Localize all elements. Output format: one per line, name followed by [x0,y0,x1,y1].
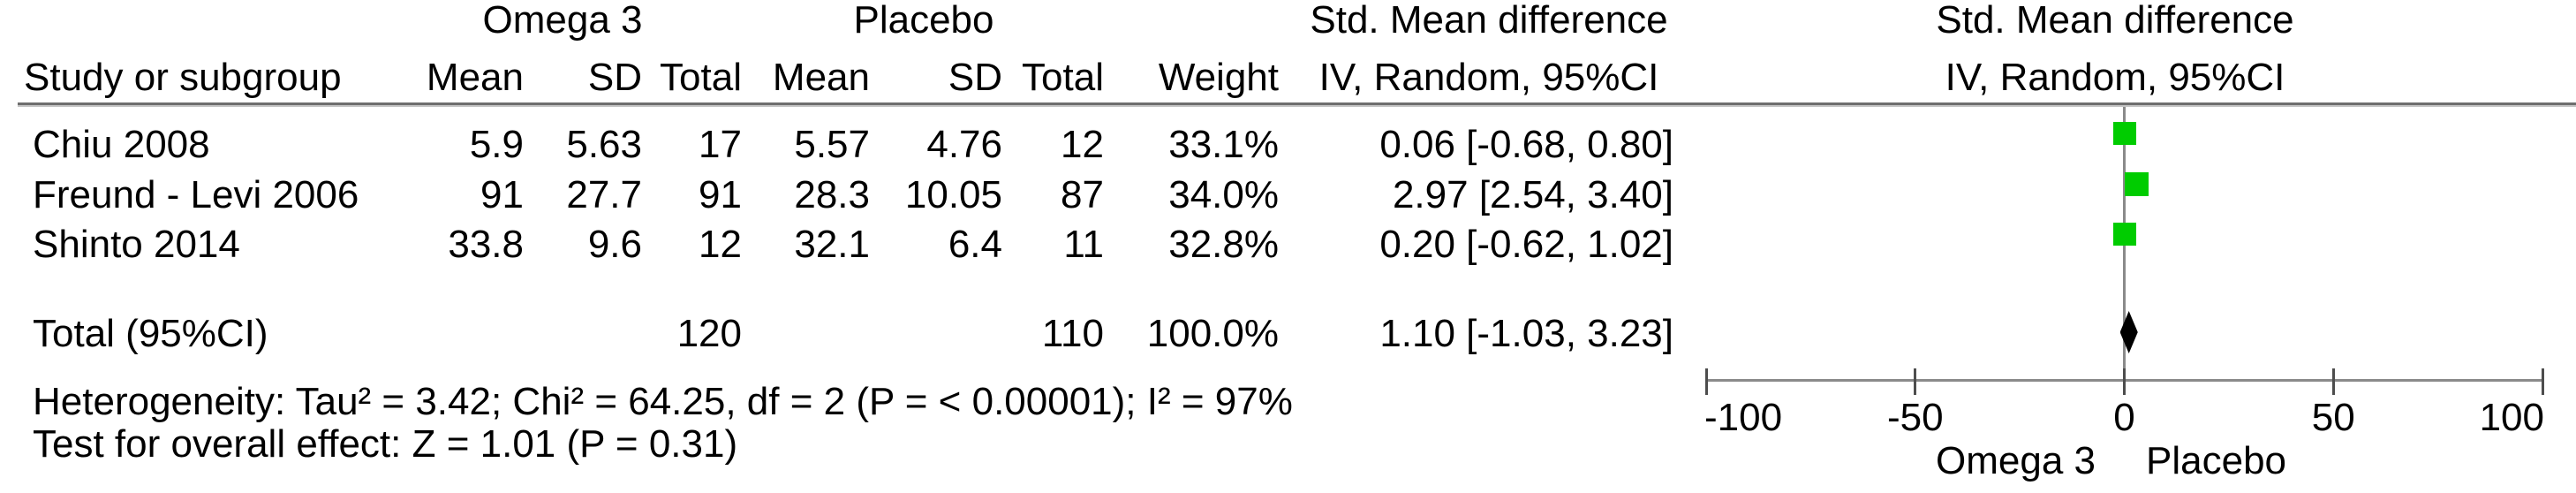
total-placebo: 87 [1061,172,1104,216]
study-label: Chiu 2008 [33,122,210,166]
col-header-sd-omega3: SD [587,55,642,99]
axis-tick [2541,368,2544,395]
pooled-diamond [2119,311,2138,353]
axis-tick [2331,368,2335,395]
effect-header-right: Std. Mean difference [1936,0,2294,42]
col-header-weight: Weight [1158,55,1279,99]
mean-placebo: 28.3 [794,172,870,216]
axis-tick-label: 50 [2311,395,2355,439]
ci-value: 2.97 [2.54, 3.40] [1392,172,1673,216]
sd-omega3: 5.63 [566,122,642,166]
total-ci-value: 1.10 [-1.03, 3.23] [1379,311,1673,355]
col-header-total-omega3: Total [660,55,742,99]
zero-effect-line [2123,107,2126,395]
weight-value: 34.0% [1168,172,1279,216]
study-marker [2112,122,2136,145]
ci-value: 0.06 [-0.68, 0.80] [1379,122,1673,166]
weight-value: 32.8% [1168,222,1279,266]
axis-tick [1914,368,1917,395]
sd-omega3: 9.6 [587,222,642,266]
group-header-omega3: Omega 3 [482,0,643,42]
study-label: Shinto 2014 [33,222,240,266]
study-marker [2125,171,2149,196]
axis-tick-label: -50 [1886,395,1944,439]
heterogeneity-note: Heterogeneity: Tau² = 3.42; Chi² = 64.25… [33,379,1293,423]
sd-placebo: 6.4 [948,222,1002,266]
total-n-omega3: 120 [676,311,742,355]
weight-value: 33.1% [1168,122,1279,166]
col-header-mean-placebo: Mean [772,55,870,99]
mean-placebo: 5.57 [794,122,870,166]
study-marker [2113,223,2137,246]
mean-placebo: 32.1 [794,222,870,266]
total-weight: 100.0% [1146,311,1279,355]
col-header-ci-right: IV, Random, 95%CI [1945,55,2285,99]
total-n-placebo: 110 [1041,311,1104,355]
total-omega3: 17 [699,122,742,166]
col-header-ci-left: IV, Random, 95%CI [1318,55,1659,99]
col-header-sd-placebo: SD [948,55,1002,99]
favours-left-label: Omega 3 [1936,438,2096,482]
total-label: Total (95%CI) [33,311,268,355]
group-header-placebo: Placebo [853,0,994,42]
study-label: Freund - Levi 2006 [33,172,359,216]
mean-omega3: 33.8 [448,222,524,266]
total-omega3: 91 [699,172,742,216]
total-placebo: 12 [1061,122,1104,166]
total-omega3: 12 [699,222,742,266]
axis-tick-label: -100 [1704,395,1783,439]
axis-tick-label: 100 [2479,395,2544,439]
ci-value: 0.20 [-0.62, 1.02] [1379,222,1673,266]
col-header-study: Study or subgroup [24,55,342,99]
total-placebo: 11 [1063,222,1104,266]
header-rule [18,102,2576,107]
mean-omega3: 91 [480,172,524,216]
sd-omega3: 27.7 [566,172,642,216]
favours-right-label: Placebo [2146,438,2287,482]
effect-header-left: Std. Mean difference [1310,0,1668,42]
col-header-mean-omega3: Mean [426,55,524,99]
sd-placebo: 4.76 [926,122,1002,166]
col-header-total-placebo: Total [1022,55,1104,99]
axis-tick [1704,368,1708,395]
axis-tick [2123,368,2126,395]
axis-tick-label: 0 [2113,395,2135,439]
overall-effect-note: Test for overall effect: Z = 1.01 (P = 0… [33,421,738,466]
sd-placebo: 10.05 [904,172,1002,216]
mean-omega3: 5.9 [469,122,524,166]
